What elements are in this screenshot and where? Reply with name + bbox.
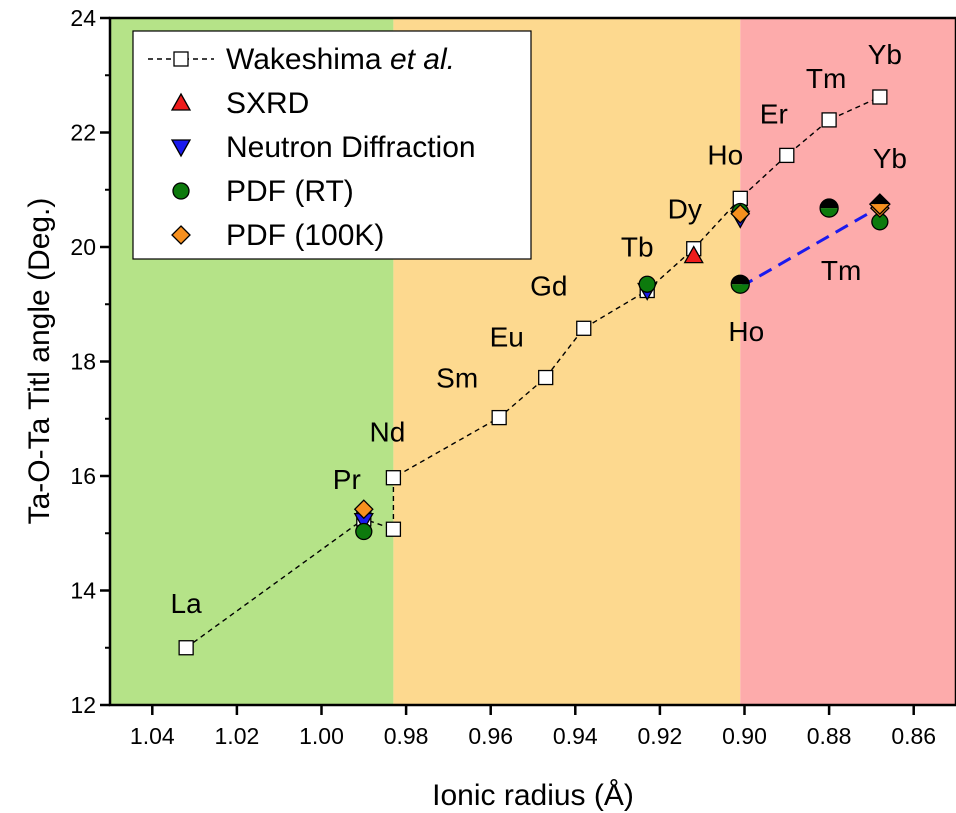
x-tick-label: 0.94	[553, 723, 598, 749]
legend-marker-4	[171, 225, 191, 245]
point-label-low-yb: Yb	[873, 143, 907, 174]
legend: Wakeshima et al. SXRD Neutron Diffraction P…	[132, 30, 532, 260]
y-tick-label: 24	[70, 5, 96, 31]
point-label-ho: Ho	[707, 139, 743, 170]
point-label-sm: Sm	[436, 363, 478, 394]
y-tick-label: 22	[70, 120, 96, 146]
half-filled-point-1	[819, 198, 839, 218]
half-outline	[868, 193, 891, 215]
x-tick-label: 0.86	[891, 723, 936, 749]
legend-label-0: Wakeshima et al.	[226, 43, 455, 76]
point-label-low-ho: Ho	[728, 316, 764, 347]
point-label-low-tm: Tm	[821, 255, 861, 286]
point-s1-0	[683, 245, 704, 264]
x-tick-label: 0.96	[468, 723, 513, 749]
legend-label-4: PDF (100K)	[226, 219, 384, 252]
x-tick-label: 0.92	[638, 723, 683, 749]
series-lines	[185, 96, 881, 649]
half-outline	[730, 274, 750, 294]
legend-label-2: Neutron Diffraction	[226, 131, 476, 164]
point-s0-11	[821, 112, 837, 128]
legend-marker-2	[170, 139, 192, 158]
half-top	[869, 194, 890, 205]
point-label-eu: Eu	[490, 322, 524, 353]
half-filled-point-0	[730, 274, 750, 294]
point-s0-10	[779, 147, 795, 164]
y-tick-label: 20	[70, 234, 96, 260]
point-label-er: Er	[760, 98, 788, 129]
half-top	[731, 275, 750, 285]
point-label-pr: Pr	[333, 464, 361, 495]
point-label-tb: Tb	[621, 232, 654, 263]
legend-marker-3	[172, 182, 190, 200]
point-s0-0	[178, 640, 194, 656]
point-s3-0	[355, 522, 373, 541]
half-filled-point-2	[868, 193, 891, 215]
legend-marker-1	[170, 92, 192, 111]
y-tick-label: 16	[70, 463, 96, 489]
point-label-tm: Tm	[806, 63, 846, 94]
point-s3-1	[638, 275, 656, 293]
point-s0-5	[538, 369, 554, 386]
point-s0-12	[872, 89, 888, 105]
x-tick-label: 0.90	[722, 723, 767, 749]
half-bottom	[820, 208, 839, 218]
point-s0-3	[385, 470, 402, 486]
legend-marker-0	[173, 51, 189, 67]
point-s0-4	[491, 409, 507, 426]
x-tick-label: 1.00	[299, 723, 344, 749]
point-s0-6	[576, 320, 592, 336]
trend-line	[739, 205, 881, 289]
point-s4-0	[353, 499, 374, 520]
point-label-dy: Dy	[668, 194, 702, 225]
half-top	[820, 199, 839, 209]
band-2	[740, 18, 956, 705]
y-tick-label: 12	[70, 692, 96, 718]
data-points	[178, 89, 891, 656]
x-tick-label: 0.88	[807, 723, 852, 749]
axes: 1.04 1.02 1.00 0.98 0.96 0.94 0.92 0.90 0.88 0.86…	[70, 5, 956, 749]
y-axis-title: Ta-O-Ta Titl angle (Deg.)	[23, 198, 56, 525]
legend-label-suffix: et al.	[382, 43, 455, 76]
x-tick-label: 1.02	[215, 723, 260, 749]
y-tick-label: 14	[70, 578, 96, 604]
legend-box	[132, 30, 532, 260]
point-label-gd: Gd	[530, 270, 567, 301]
x-tick-label: 1.04	[130, 723, 175, 749]
legend-label-3: PDF (RT)	[226, 175, 354, 208]
y-tick-label: 18	[70, 349, 96, 375]
point-label-nd: Nd	[370, 417, 406, 448]
x-axis-title: Ionic radius (Å)	[432, 779, 634, 812]
half-bottom	[869, 204, 890, 215]
legend-label-1: SXRD	[226, 87, 309, 120]
half-bottom	[731, 284, 750, 294]
point-s0-2	[385, 521, 402, 537]
x-tick-label: 0.98	[384, 723, 429, 749]
point-label-la: La	[171, 588, 203, 619]
point-s4-1	[730, 203, 751, 224]
point-label-yb: Yb	[868, 39, 902, 70]
half-outline	[819, 198, 839, 218]
